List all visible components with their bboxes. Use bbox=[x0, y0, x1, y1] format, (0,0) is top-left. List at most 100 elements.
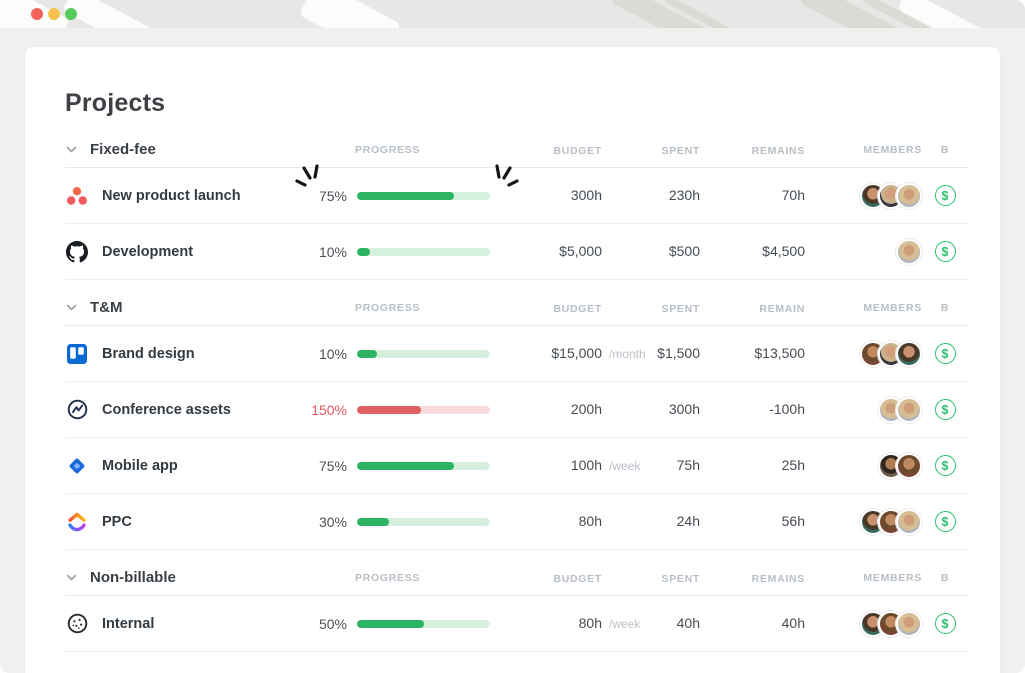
column-header-remains: REMAINS bbox=[751, 572, 805, 585]
budget-value: $5,000 bbox=[559, 242, 602, 259]
spent-value: 75h bbox=[676, 456, 700, 473]
section-label[interactable]: T&M bbox=[90, 299, 123, 316]
progress-bar-fill bbox=[357, 517, 389, 526]
progress-bar-fill bbox=[357, 191, 455, 200]
project-name[interactable]: PPC bbox=[102, 513, 132, 530]
avatar[interactable] bbox=[896, 396, 922, 423]
project-name[interactable]: Brand design bbox=[102, 345, 195, 362]
table-row: Brand design 10% $15,000 /month $1,500 $… bbox=[65, 326, 968, 382]
table-row: Internal 50% 80h /week 40h 40h $ bbox=[65, 596, 968, 652]
billable-dollar-icon[interactable]: $ bbox=[934, 185, 956, 206]
billable-dollar-icon[interactable]: $ bbox=[934, 241, 956, 262]
section-header-tm: T&M PROGRESS BUDGET SPENT REMAIN MEMBERS… bbox=[65, 290, 968, 326]
progress-bar-fill bbox=[357, 349, 377, 358]
column-header-members: MEMBERS bbox=[863, 301, 922, 314]
avatar[interactable] bbox=[896, 452, 922, 479]
progress-bar-fill bbox=[357, 619, 424, 628]
column-header-budget: BUDGET bbox=[553, 144, 602, 157]
avatar[interactable] bbox=[896, 610, 922, 637]
progress-bar-fill bbox=[357, 461, 455, 470]
brush-stroke-decoration bbox=[298, 0, 402, 28]
progress-bar bbox=[357, 461, 490, 470]
spent-value: 40h bbox=[676, 614, 700, 631]
avatar[interactable] bbox=[896, 340, 922, 367]
remains-value: 56h bbox=[781, 512, 805, 529]
section-label[interactable]: Fixed-fee bbox=[90, 141, 156, 158]
table-row: PPC 30% 80h 24h 56h $ bbox=[65, 494, 968, 550]
progress-percent: 10% bbox=[318, 345, 347, 362]
column-header-billable: B bbox=[940, 571, 950, 584]
spent-value: 230h bbox=[668, 186, 700, 203]
project-name[interactable]: Internal bbox=[102, 615, 155, 632]
progress-bar-fill bbox=[357, 247, 371, 256]
table-row: Mobile app 75% 100h /week 75h 25h $ bbox=[65, 438, 968, 494]
billable-dollar-icon[interactable]: $ bbox=[934, 613, 956, 634]
chevron-down-icon[interactable] bbox=[65, 301, 78, 314]
column-header-spent: SPENT bbox=[661, 144, 700, 157]
table-row: Development 10% $5,000 $500 $4,500 $ bbox=[65, 224, 968, 280]
project-name[interactable]: Conference assets bbox=[102, 401, 231, 418]
zoom-button[interactable] bbox=[65, 8, 77, 20]
progress-bar bbox=[357, 517, 490, 526]
column-header-billable: B bbox=[940, 301, 950, 314]
cookie-icon bbox=[65, 613, 89, 634]
window-titlebar bbox=[0, 0, 1025, 28]
basecamp-pulse-icon bbox=[65, 399, 89, 420]
budget-suffix: /month bbox=[609, 346, 646, 361]
progress-percent: 50% bbox=[318, 615, 347, 632]
column-header-members: MEMBERS bbox=[863, 571, 922, 584]
page-title: Projects bbox=[65, 89, 166, 117]
section-label[interactable]: Non-billable bbox=[90, 569, 176, 586]
budget-value: 200h bbox=[570, 400, 602, 417]
trello-icon bbox=[65, 343, 89, 364]
remains-value: -100h bbox=[769, 400, 805, 417]
remains-value: $4,500 bbox=[762, 242, 805, 259]
budget-suffix: /week bbox=[609, 458, 641, 473]
close-button[interactable] bbox=[31, 8, 43, 20]
remains-value: 40h bbox=[781, 614, 805, 631]
project-name[interactable]: Development bbox=[102, 243, 194, 260]
remains-value: 70h bbox=[781, 186, 805, 203]
column-header-budget: BUDGET bbox=[553, 302, 602, 315]
column-header-spent: SPENT bbox=[661, 572, 700, 585]
project-name[interactable]: Mobile app bbox=[102, 457, 178, 474]
spent-value: $1,500 bbox=[657, 344, 700, 361]
projects-panel: Projects Fixed-fee PROGRESS BUDGET SPENT… bbox=[25, 47, 1000, 673]
billable-dollar-icon[interactable]: $ bbox=[934, 343, 956, 364]
avatar[interactable] bbox=[896, 238, 922, 265]
budget-value: $15,000 bbox=[551, 344, 602, 361]
avatar[interactable] bbox=[896, 182, 922, 209]
progress-bar bbox=[357, 191, 490, 200]
billable-dollar-icon[interactable]: $ bbox=[934, 399, 956, 420]
billable-dollar-icon[interactable]: $ bbox=[934, 511, 956, 532]
budget-value: 80h bbox=[578, 512, 602, 529]
desktop-background: Projects Fixed-fee PROGRESS BUDGET SPENT… bbox=[0, 28, 1025, 673]
spent-value: 24h bbox=[676, 512, 700, 529]
billable-dollar-icon[interactable]: $ bbox=[934, 455, 956, 476]
progress-bar-fill bbox=[357, 405, 421, 414]
progress-percent: 10% bbox=[318, 243, 347, 260]
progress-bar bbox=[357, 405, 490, 414]
minimize-button[interactable] bbox=[48, 8, 60, 20]
avatar[interactable] bbox=[896, 508, 922, 535]
chevron-down-icon[interactable] bbox=[65, 143, 78, 156]
asana-icon bbox=[65, 186, 89, 206]
progress-percent: 75% bbox=[318, 457, 347, 474]
progress-percent: 75% bbox=[318, 187, 347, 204]
github-icon bbox=[65, 240, 89, 263]
table-row: New product launch 75% 300h 230h 70h $ bbox=[65, 164, 968, 224]
spent-value: 300h bbox=[668, 400, 700, 417]
chevron-down-icon[interactable] bbox=[65, 571, 78, 584]
column-header-members: MEMBERS bbox=[863, 143, 922, 156]
column-header-budget: BUDGET bbox=[553, 572, 602, 585]
budget-value: 300h bbox=[570, 186, 602, 203]
budget-suffix: /week bbox=[609, 616, 641, 631]
budget-value: 100h bbox=[570, 456, 602, 473]
progress-percent: 150% bbox=[311, 401, 347, 418]
progress-bar bbox=[357, 619, 490, 628]
project-name[interactable]: New product launch bbox=[102, 187, 241, 204]
column-header-spent: SPENT bbox=[661, 302, 700, 315]
clickup-icon bbox=[65, 511, 89, 532]
remains-value: $13,500 bbox=[754, 344, 805, 361]
